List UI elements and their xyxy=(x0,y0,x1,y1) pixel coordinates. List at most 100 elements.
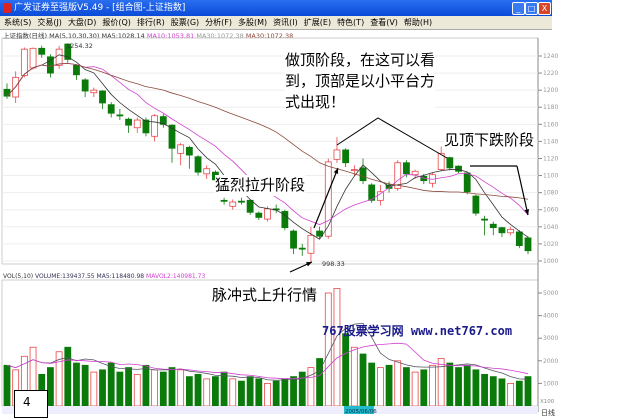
annotation-rise: 猛烈拉升阶段 xyxy=(215,175,306,196)
candle xyxy=(238,200,245,203)
volume-bar xyxy=(116,371,124,407)
ma30-value-2: MA30:1072.38 xyxy=(245,32,294,40)
vol-name: VOL(5,10) xyxy=(3,273,34,280)
date-marker-bg xyxy=(344,406,374,414)
menu-item[interactable]: 股票(G) xyxy=(170,18,200,27)
y-tick-label: 1120 xyxy=(543,155,558,162)
volume-unit: X100 xyxy=(540,399,555,405)
volume-bar xyxy=(238,380,245,407)
candle xyxy=(437,152,445,170)
volume-bar xyxy=(125,367,132,407)
y-tick-label: 1020 xyxy=(543,241,558,248)
vol-mavol2: MAVOL2:140981.73 xyxy=(146,273,206,280)
candle xyxy=(524,237,532,252)
candle xyxy=(185,146,193,156)
annotation-top: 做顶阶段，在这可以看到，顶部是以小平台方式出现！ xyxy=(285,50,436,113)
volume-bar xyxy=(99,369,106,407)
menu-item[interactable]: 多股(M) xyxy=(238,18,268,27)
vol-ma5: MA5:118480.98 xyxy=(96,273,145,280)
candle xyxy=(316,230,324,237)
fall-arrow-head xyxy=(524,209,530,215)
volume-bar xyxy=(290,376,297,407)
volume-bar xyxy=(133,373,141,407)
candle xyxy=(99,90,106,104)
candle xyxy=(411,170,419,176)
volume-bar xyxy=(515,380,523,407)
candle xyxy=(472,195,480,214)
y-tick-label: 1140 xyxy=(543,138,558,145)
volume-bar xyxy=(159,371,167,407)
menu-item[interactable]: 查看(V) xyxy=(370,18,398,27)
y-tick-label: 1240 xyxy=(543,53,558,60)
price-panel xyxy=(1,37,539,265)
volume-bar xyxy=(342,333,350,407)
volume-bar xyxy=(333,288,341,407)
vol-tick-label: 5000 xyxy=(543,290,558,297)
date-marker: 2005/06/06 xyxy=(345,409,377,415)
candle xyxy=(376,191,384,201)
volume-bar xyxy=(194,373,202,407)
vol-value: VOLUME:139437.55 xyxy=(35,273,95,280)
menu-item[interactable]: 报价(Q) xyxy=(102,18,131,27)
volume-bar xyxy=(107,362,115,407)
close-button[interactable]: X xyxy=(538,2,551,15)
candle xyxy=(255,212,263,218)
volume-bar xyxy=(64,346,72,407)
volume-bar xyxy=(385,364,393,407)
candle xyxy=(307,234,315,254)
candle xyxy=(133,119,141,129)
candle xyxy=(168,124,176,149)
period-label: 日线 xyxy=(541,408,555,417)
menu-item[interactable]: 排行(R) xyxy=(136,18,165,27)
volume-bar xyxy=(420,369,428,407)
menu-item[interactable]: 特色(T) xyxy=(337,18,365,27)
volume-bar xyxy=(350,346,358,407)
rise-arrow-head xyxy=(333,168,339,174)
candle xyxy=(385,184,393,189)
candle xyxy=(20,48,28,77)
vol-tick-label: 3000 xyxy=(543,335,558,342)
candle xyxy=(515,231,523,246)
candle xyxy=(446,157,454,169)
candle xyxy=(359,167,367,182)
candle xyxy=(116,114,124,117)
menu-item[interactable]: 交易(J) xyxy=(37,18,62,27)
volume-bar xyxy=(272,380,280,407)
candle xyxy=(151,115,159,137)
y-tick-label: 1200 xyxy=(543,87,558,94)
restore-button[interactable]: □ xyxy=(525,2,538,15)
volume-bar xyxy=(81,364,89,407)
volume-bar xyxy=(73,362,80,407)
volume-bar xyxy=(316,358,324,407)
candle xyxy=(403,162,410,175)
menu-item[interactable]: 扩展(E) xyxy=(303,18,332,27)
minimize-button[interactable]: _ xyxy=(512,2,525,15)
candle xyxy=(142,119,150,134)
candle xyxy=(498,227,506,234)
candle xyxy=(281,211,289,229)
menu-item[interactable]: 帮助(H) xyxy=(403,18,433,27)
volume-bar xyxy=(368,362,376,407)
candle xyxy=(81,79,89,92)
volume-bar xyxy=(229,378,237,407)
low-label: 998.33 xyxy=(322,260,345,268)
candle xyxy=(3,88,11,97)
volume-bar xyxy=(255,378,263,407)
candle xyxy=(507,228,515,234)
y-tick-label: 1040 xyxy=(543,224,558,231)
candle xyxy=(64,43,72,60)
menu-item[interactable]: 系统(S) xyxy=(4,18,32,27)
volume-bar xyxy=(298,371,306,407)
volume-bar xyxy=(47,367,54,407)
y-tick-label: 1180 xyxy=(543,104,558,111)
vol-tick-label: 2000 xyxy=(543,358,558,365)
menu-item[interactable]: 大盘(D) xyxy=(67,18,97,27)
menu-item[interactable]: 分析(F) xyxy=(205,18,232,27)
date-axis xyxy=(2,406,538,414)
menu-item[interactable]: 资讯(I) xyxy=(273,18,298,27)
candle xyxy=(125,118,132,126)
watermark: 767股票学习网 www.net767.com xyxy=(322,324,513,338)
menu-bar: 系统(S) 交易(J) 大盘(D) 报价(Q) 排行(R) 股票(G) 分析(F) 多股(M)… xyxy=(0,16,552,30)
y-tick-label: 1100 xyxy=(543,173,558,180)
ma30-value: MA30:1072.38 xyxy=(196,32,244,40)
